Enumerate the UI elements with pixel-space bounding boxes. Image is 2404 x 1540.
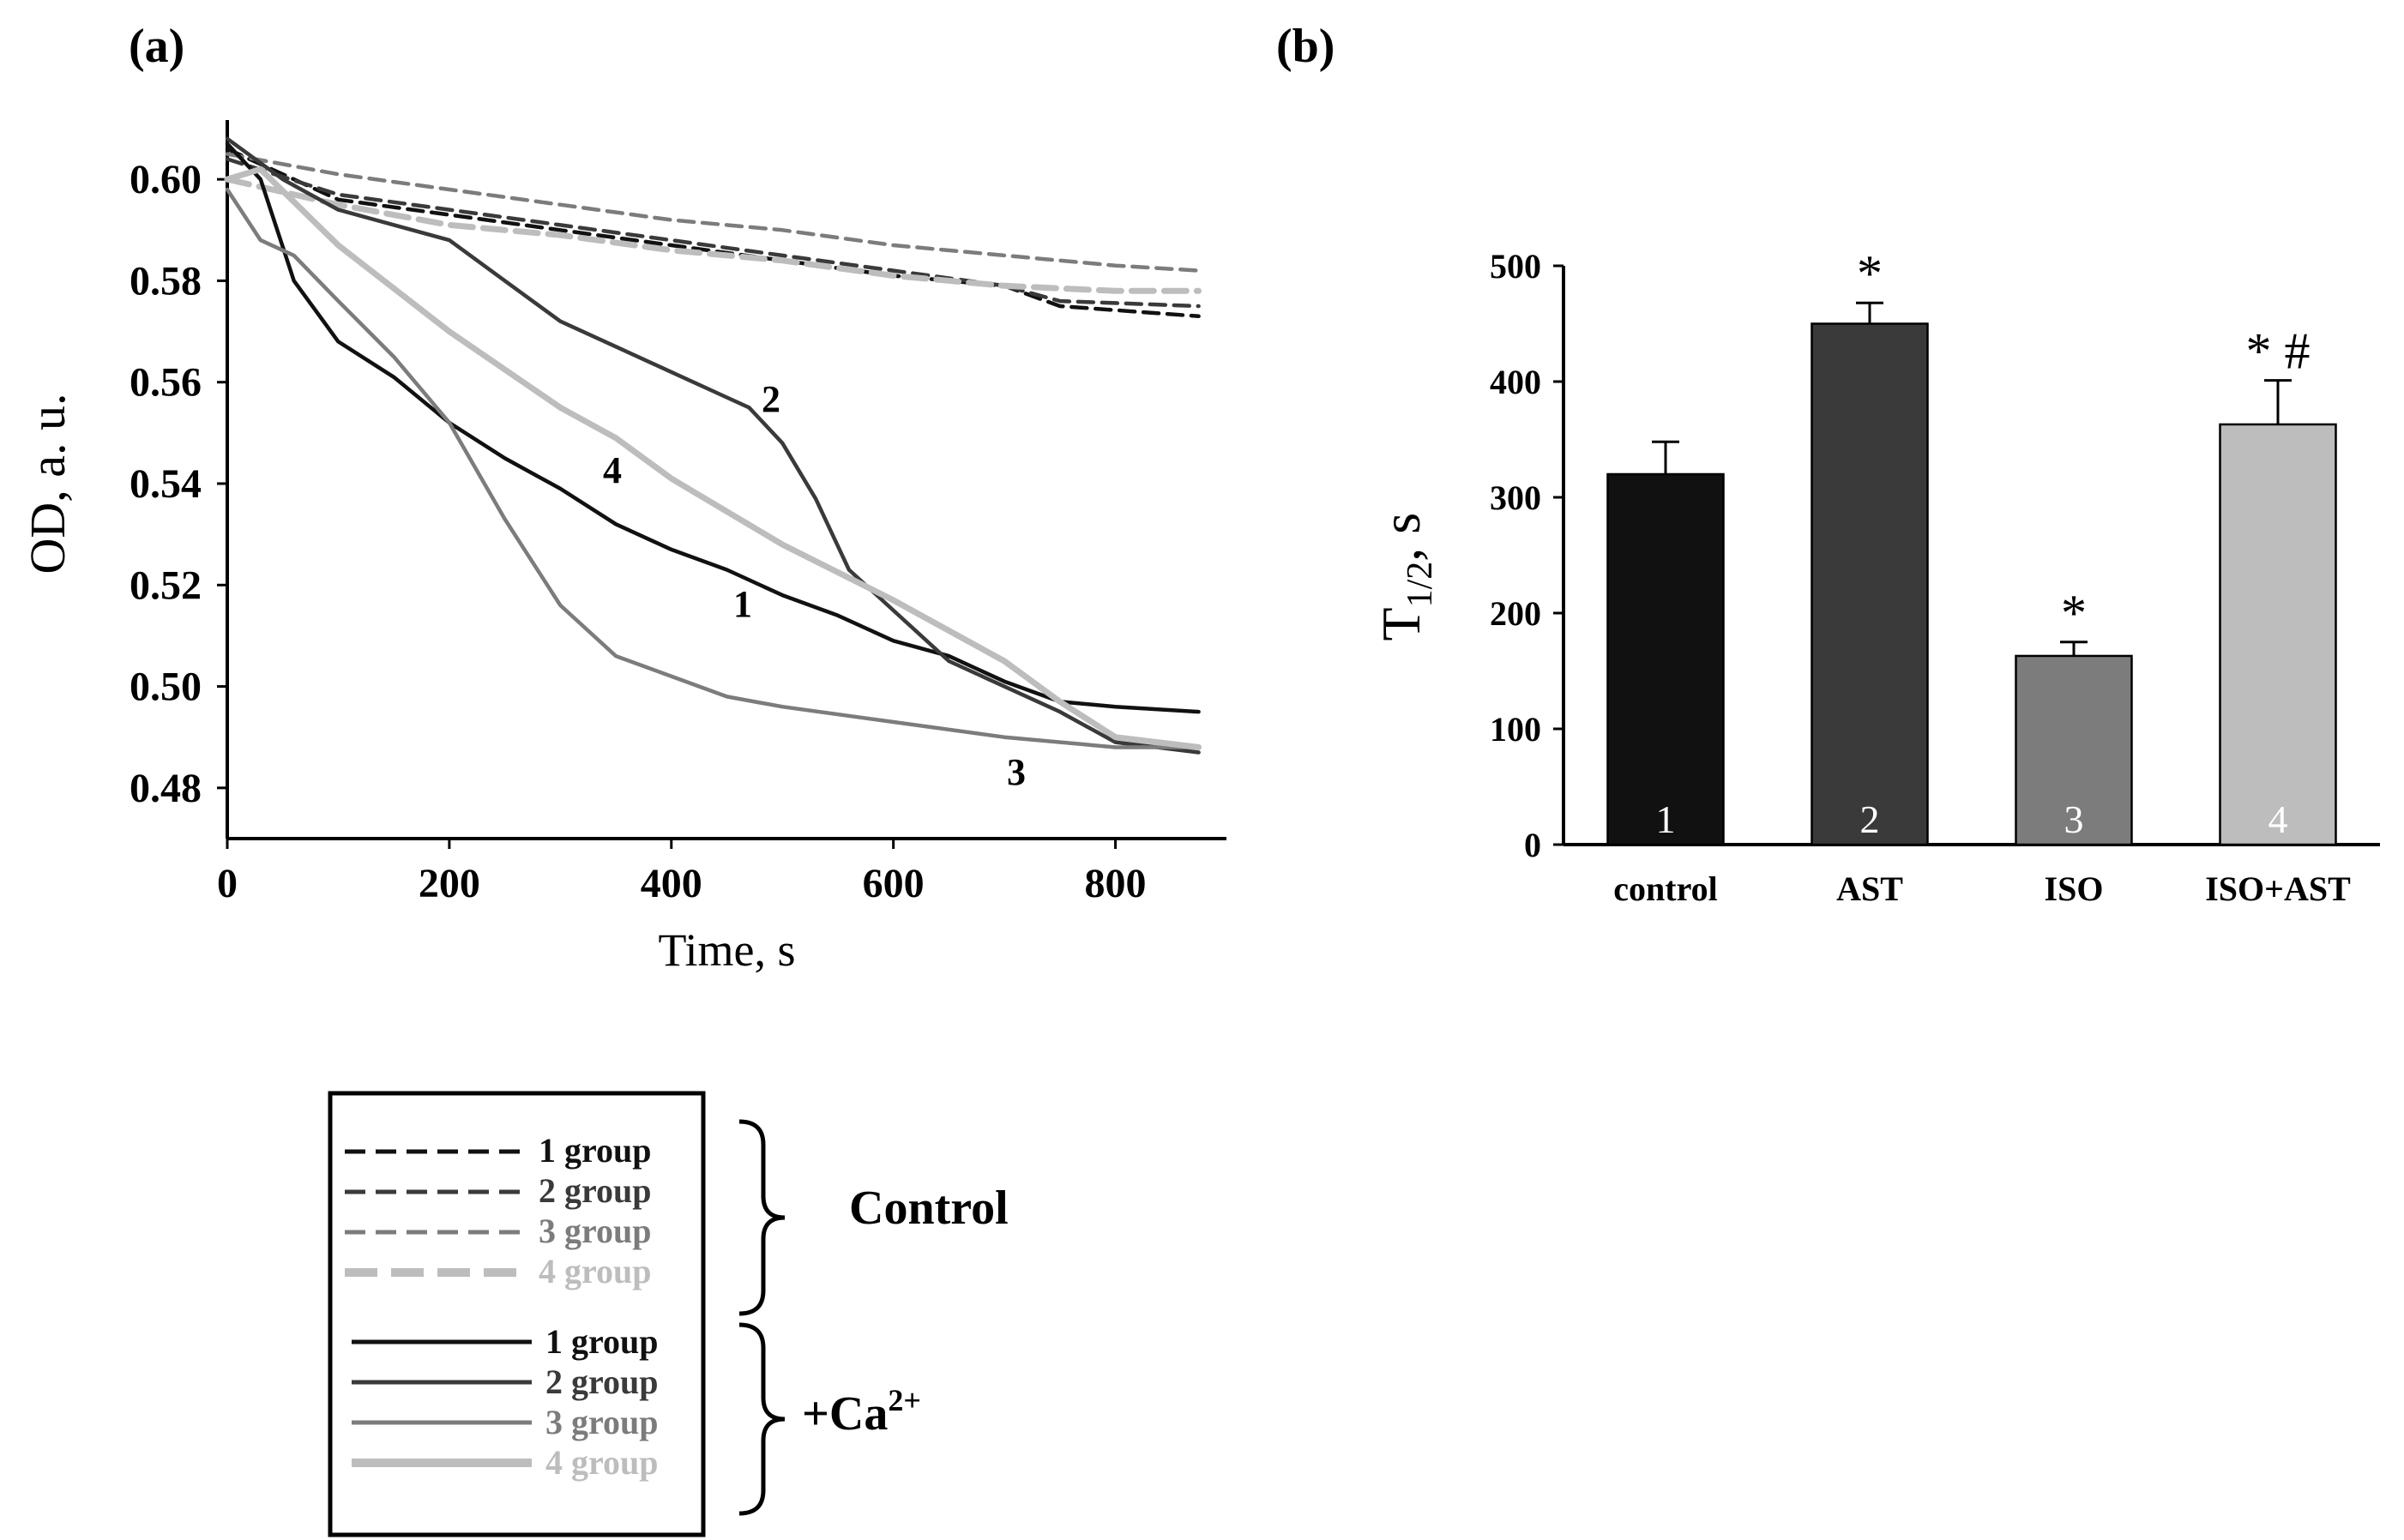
bar-control [1606, 472, 1725, 846]
curve-label-4: 4 [603, 449, 622, 491]
legend-ca-2: 2 group [545, 1363, 659, 1401]
curve-labels: 1 2 3 4 [603, 378, 1026, 793]
legend-ca-1: 1 group [545, 1322, 659, 1361]
bar-y-tick-label: 400 [1490, 363, 1541, 401]
significance-marker: * # [2246, 323, 2311, 380]
bar-number-label: 3 [2064, 797, 2084, 841]
significance-marker: * [1857, 245, 1883, 302]
series-line-control-group-2 [225, 157, 1201, 309]
y-tick-label: 0.54 [130, 461, 202, 507]
y-tick-label: 0.50 [130, 665, 202, 710]
legend: 1 group 2 group 3 group 4 group 1 group … [328, 1091, 1009, 1537]
y-label-unit: , s [1371, 513, 1431, 562]
bar-number-label: 1 [1656, 797, 1676, 841]
x-tick-label: 400 [641, 861, 702, 906]
panel-b-label: (b) [1276, 20, 1335, 73]
legend-control-4: 4 group [539, 1252, 652, 1290]
series-line-ca-group-4 [224, 165, 1202, 750]
bar-number-label: 4 [2268, 797, 2288, 841]
y-label-base: T [1371, 607, 1431, 641]
y-tick-label: 0.52 [130, 562, 202, 608]
bar-ast [1811, 322, 1929, 846]
line-chart-a: 0 200 400 600 800 0.48 0.50 0.52 0.54 0.56 0.58 0.6… [20, 120, 1226, 976]
bar-category-label: ISO [2045, 869, 2104, 908]
series-line-ca-group-3 [225, 187, 1201, 749]
line-chart-y-axis-label: OD, a. u. [20, 393, 75, 574]
bar-category-label: control [1613, 869, 1717, 908]
bar-number-label: 2 [1860, 797, 1880, 841]
series-line-control-group-4 [224, 176, 1202, 294]
x-tick-label: 800 [1085, 861, 1147, 906]
line-chart-ticks: 0 200 400 600 800 0.48 0.50 0.52 0.54 0.56 0.58 0.6… [130, 157, 1147, 906]
legend-control-1: 1 group [539, 1131, 652, 1170]
series-line-control-group-1 [225, 147, 1201, 319]
y-tick-label: 0.60 [130, 157, 202, 202]
bar-iso-ast [2219, 423, 2337, 846]
legend-ca-3: 3 group [545, 1403, 659, 1441]
curve-label-1: 1 [733, 583, 752, 625]
line-chart-axes [226, 120, 1226, 840]
line-chart-series [224, 136, 1202, 755]
bar-iso [2015, 654, 2133, 846]
bar-y-tick-label: 500 [1490, 247, 1541, 286]
x-tick-label: 0 [217, 861, 238, 906]
panel-a-label: (a) [129, 20, 184, 73]
brace-ca [738, 1322, 786, 1516]
ca-label-superscript: 2+ [888, 1383, 921, 1417]
legend-ca-label: +Ca2+ [802, 1383, 921, 1441]
x-tick-label: 200 [419, 861, 480, 906]
line-chart-x-axis-label: Time, s [658, 924, 795, 976]
bar-chart-y-axis-label: T1/2, s [1371, 513, 1440, 641]
significance-marker: * [2061, 585, 2087, 641]
legend-control-label: Control [849, 1182, 1009, 1235]
series-line-ca-group-2 [225, 136, 1201, 755]
bar-chart-ticks: 0 100 200 300 400 500 [1490, 247, 1564, 864]
bar-y-tick-label: 300 [1490, 478, 1541, 517]
legend-control-3: 3 group [539, 1212, 652, 1250]
brace-control [738, 1119, 786, 1316]
bar-category-label: AST [1836, 869, 1903, 908]
legend-ca-4: 4 group [545, 1443, 659, 1482]
bar-chart-category-labels: control AST ISO ISO+AST [1613, 869, 2351, 908]
series-line-ca-group-1 [225, 141, 1201, 714]
bar-y-tick-label: 100 [1490, 710, 1541, 749]
curve-label-2: 2 [762, 378, 780, 420]
ca-label-base: +Ca [802, 1387, 888, 1441]
series-line-control-group-3 [225, 152, 1201, 273]
legend-control-2: 2 group [539, 1171, 652, 1210]
bar-y-tick-label: 0 [1524, 826, 1541, 864]
y-tick-label: 0.56 [130, 360, 202, 406]
y-tick-label: 0.48 [130, 766, 202, 811]
curve-label-3: 3 [1007, 751, 1026, 793]
bar-y-tick-label: 200 [1490, 594, 1541, 633]
bar-chart-bars: 1 2 * 3 * 4 * # [1606, 245, 2337, 846]
y-tick-label: 0.58 [130, 258, 202, 304]
x-tick-label: 600 [863, 861, 925, 906]
y-label-subscript: 1/2 [1401, 562, 1440, 608]
bar-category-label: ISO+AST [2205, 869, 2351, 908]
legend-box [328, 1091, 706, 1537]
bar-chart-b: 0 100 200 300 400 500 1 2 * 3 * 4 * # control AST ISO… [1371, 245, 2380, 908]
